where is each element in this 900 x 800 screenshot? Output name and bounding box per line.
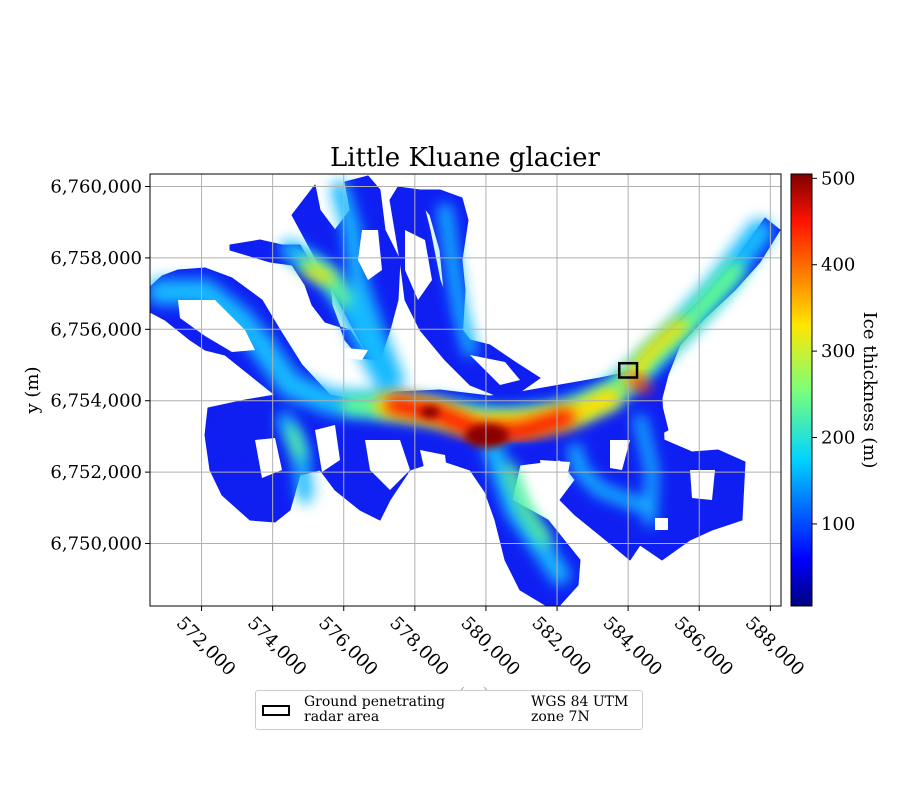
colorbar-tick-label: 200: [821, 428, 855, 449]
y-tick-label: 6,760,000: [50, 176, 142, 197]
colorbar-tick-label: 300: [821, 341, 855, 362]
y-tick-label: 6,758,000: [50, 248, 142, 269]
colorbar-tick-label: 400: [821, 255, 855, 276]
legend-gpr-label: Ground penetrating radar area: [304, 695, 474, 725]
colorbar-ticks: 100 200 300 400 500: [812, 168, 855, 535]
legend-gpr-swatch: [262, 705, 290, 716]
colorbar: [791, 174, 812, 606]
legend: Ground penetrating radar area WGS 84 UTM…: [255, 690, 643, 730]
x-tick-label: 580,000: [456, 613, 523, 680]
x-tick-label: 578,000: [385, 613, 452, 680]
y-tick-label: 6,754,000: [50, 391, 142, 412]
x-tick-label: 572,000: [172, 613, 239, 680]
y-axis-label: y (m): [22, 366, 43, 414]
y-tick-label: 6,756,000: [50, 319, 142, 340]
glacier-outline: [150, 176, 780, 605]
ice-thickness-raster: [150, 176, 780, 605]
x-tick-label: 576,000: [314, 613, 381, 680]
map-title: Little Kluane glacier: [330, 143, 601, 173]
x-tick-label: 588,000: [741, 613, 808, 680]
x-tick-label: 582,000: [528, 613, 595, 680]
legend-crs-label: WGS 84 UTM zone 7N: [531, 695, 641, 725]
x-tick-label: 584,000: [599, 613, 666, 680]
x-tick-label: 586,000: [670, 613, 737, 680]
y-tick-label: 6,752,000: [50, 462, 142, 483]
y-axis-ticks: 6,750,000 6,752,000 6,754,000 6,756,000 6,75…: [50, 176, 150, 554]
colorbar-label: Ice thickness (m): [859, 312, 880, 469]
colorbar-tick-label: 100: [821, 514, 855, 535]
colorbar-tick-label: 500: [821, 168, 855, 189]
y-tick-label: 6,750,000: [50, 534, 142, 555]
x-axis-ticks: 572,000 574,000 576,000 578,000 580,000 582,0…: [172, 606, 808, 680]
x-tick-label: 574,000: [243, 613, 310, 680]
